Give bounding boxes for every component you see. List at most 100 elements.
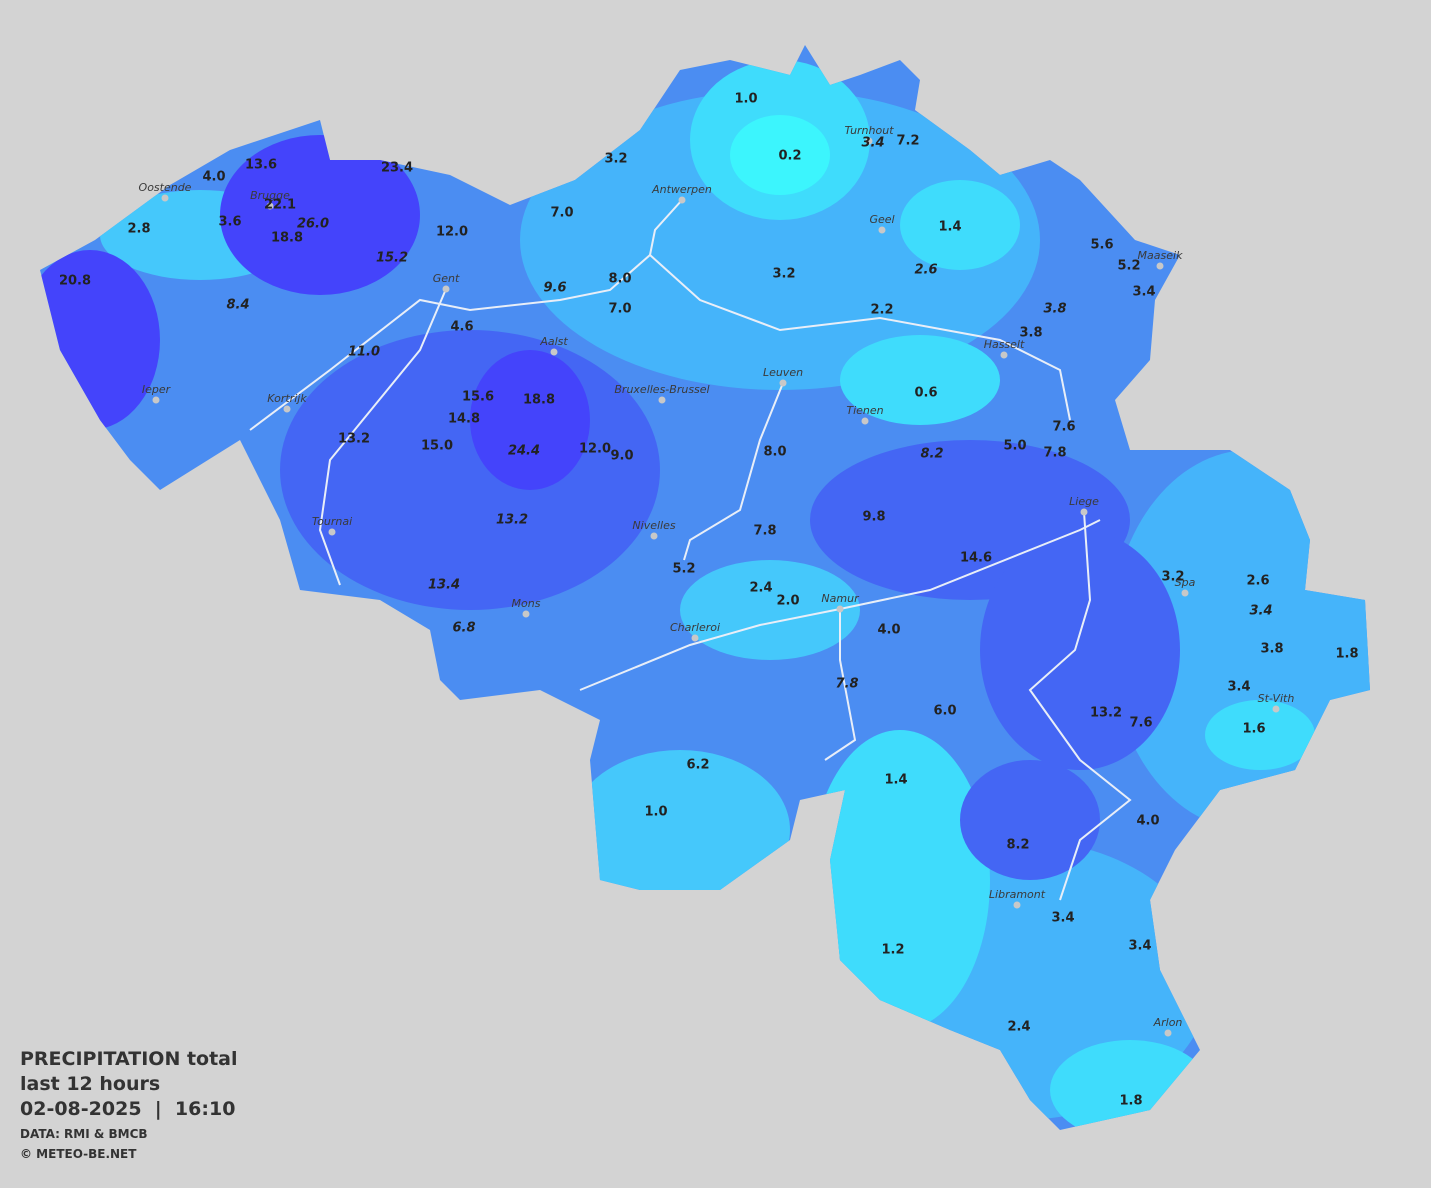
- station-value: 4.0: [202, 170, 225, 185]
- city-label: Hasselt: [984, 338, 1025, 351]
- station-value: 5.0: [1003, 439, 1026, 454]
- station-value: 6.8: [452, 621, 475, 636]
- station-value: 12.0: [579, 442, 611, 457]
- legend-copyright: © METEO-BE.NET: [20, 1147, 137, 1161]
- city-label: Charleroi: [670, 621, 720, 634]
- city-dot: [678, 196, 686, 204]
- station-value: 8.0: [763, 445, 786, 460]
- station-value: 4.0: [877, 623, 900, 638]
- road: [318, 288, 447, 586]
- station-value: 3.4: [861, 136, 884, 151]
- city-label: Mons: [512, 597, 541, 610]
- city-dot: [865, 137, 873, 145]
- station-value: 3.8: [1043, 302, 1066, 317]
- station-value: 1.2: [881, 943, 904, 958]
- city-dot: [1181, 589, 1189, 597]
- city-dot: [691, 634, 699, 642]
- city-dot: [550, 348, 558, 356]
- station-value: 1.0: [644, 805, 667, 820]
- station-value: 0.2: [778, 149, 801, 164]
- legend: PRECIPITATION total last 12 hours 02-08-…: [20, 1048, 238, 1161]
- city-dot: [836, 605, 844, 613]
- station-value: 23.4: [381, 161, 413, 176]
- city-label: Namur: [821, 592, 860, 605]
- station-value: 3.8: [1019, 326, 1042, 341]
- road: [1028, 511, 1132, 901]
- city-label: Arlon: [1153, 1016, 1183, 1029]
- city-dot: [878, 226, 886, 234]
- city-label: Maaseik: [1138, 249, 1184, 262]
- station-value: 2.0: [776, 594, 799, 609]
- city-dot: [658, 396, 666, 404]
- station-value: 3.4: [1132, 285, 1155, 300]
- station-value: 2.4: [1007, 1020, 1030, 1035]
- station-value: 20.8: [59, 274, 91, 289]
- city-label: Tournai: [312, 515, 352, 528]
- station-value: 1.8: [1335, 647, 1358, 662]
- station-value: 5.2: [672, 562, 695, 577]
- city-label: Turnhout: [844, 124, 894, 137]
- station-value: 3.8: [1260, 642, 1283, 657]
- station-value: 13.2: [496, 513, 528, 528]
- station-value: 3.2: [772, 267, 795, 282]
- station-value: 3.2: [604, 152, 627, 167]
- station-value: 12.0: [436, 225, 468, 240]
- city-label: Bruxelles-Brussel: [614, 383, 709, 396]
- city-dot: [1013, 901, 1021, 909]
- legend-source: DATA: RMI & BMCB: [20, 1127, 148, 1141]
- city-label: Kortrijk: [267, 392, 307, 405]
- city-dot: [1156, 262, 1164, 270]
- station-value: 2.6: [1246, 574, 1269, 589]
- city-label: Aalst: [539, 335, 568, 348]
- city-dot: [266, 202, 274, 210]
- station-value: 7.6: [1052, 420, 1075, 435]
- city-dot: [1164, 1029, 1172, 1037]
- station-value: 5.2: [1117, 259, 1140, 274]
- station-value: 13.4: [428, 578, 460, 593]
- city-label: Gent: [433, 272, 460, 285]
- station-value: 2.8: [127, 222, 150, 237]
- station-value: 4.6: [450, 320, 473, 335]
- station-value: 24.4: [508, 444, 540, 459]
- station-value: 0.6: [914, 386, 937, 401]
- city-dot: [161, 194, 169, 202]
- station-value: 3.2: [1161, 570, 1184, 585]
- city-label: Libramont: [989, 888, 1046, 901]
- city-dot: [328, 528, 336, 536]
- legend-title: PRECIPITATION total: [20, 1048, 238, 1070]
- station-value: 11.0: [348, 345, 380, 360]
- city-label: Geel: [869, 213, 894, 226]
- city-dot: [1000, 351, 1008, 359]
- city-dot: [861, 417, 869, 425]
- road: [683, 382, 784, 561]
- station-value: 18.8: [271, 231, 303, 246]
- station-value: 14.8: [448, 412, 480, 427]
- city-label: Antwerpen: [651, 183, 712, 196]
- station-value: 26.0: [297, 217, 329, 232]
- station-value: 3.4: [1249, 604, 1272, 619]
- station-value: 1.4: [884, 773, 907, 788]
- station-value: 3.4: [1128, 939, 1151, 954]
- station-value: 9.8: [862, 510, 885, 525]
- city-dot: [650, 532, 658, 540]
- station-value: 7.8: [753, 524, 776, 539]
- station-value: 15.0: [421, 439, 453, 454]
- city-label: Leuven: [763, 366, 803, 379]
- city-dot: [1272, 705, 1280, 713]
- station-value: 3.4: [1051, 911, 1074, 926]
- station-value: 8.2: [920, 447, 943, 462]
- city-dot: [283, 405, 291, 413]
- station-value: 13.6: [245, 158, 277, 173]
- station-value: 22.1: [264, 198, 296, 213]
- station-value: 13.2: [338, 432, 370, 447]
- station-value: 7.0: [608, 302, 631, 317]
- station-value: 2.4: [749, 581, 772, 596]
- station-value: 7.8: [835, 677, 858, 692]
- city-dot: [779, 379, 787, 387]
- station-value: 7.8: [1043, 446, 1066, 461]
- station-value: 6.2: [686, 758, 709, 773]
- station-value: 8.4: [226, 298, 249, 313]
- station-value: 6.0: [933, 704, 956, 719]
- station-value: 3.6: [218, 215, 241, 230]
- station-value: 7.0: [550, 206, 573, 221]
